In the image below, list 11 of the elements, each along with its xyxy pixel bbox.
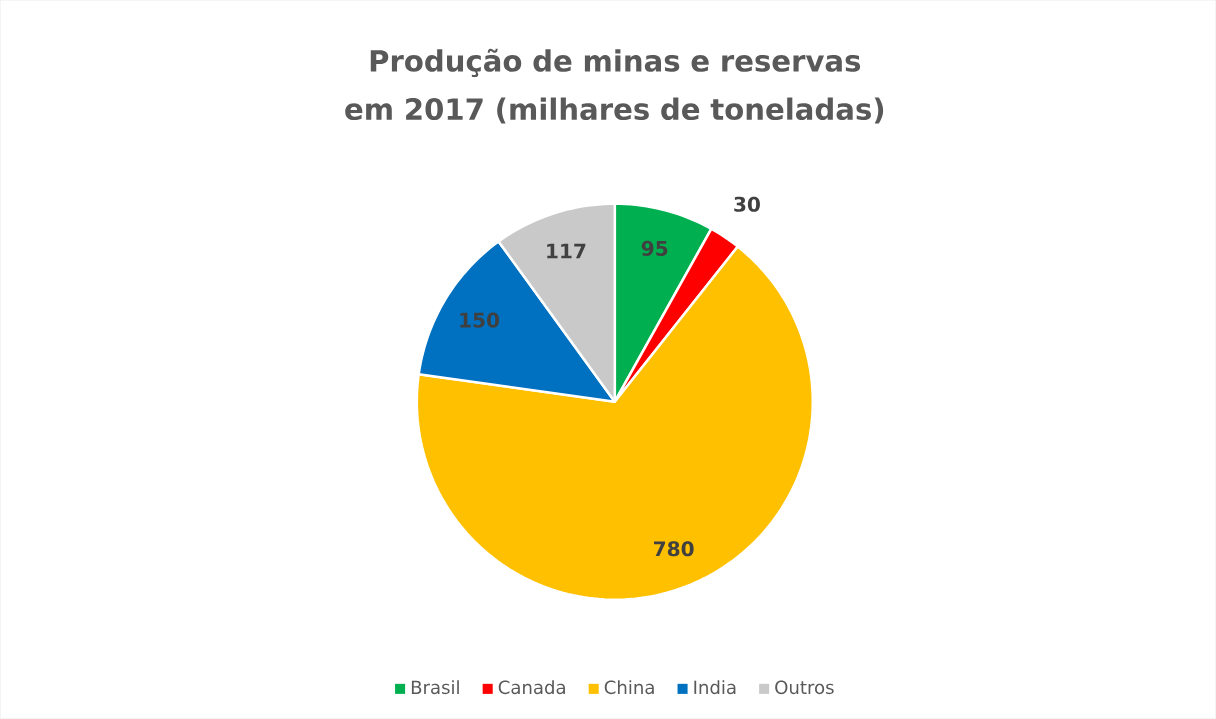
- data-label: 95: [641, 240, 668, 257]
- legend-label: Outros: [775, 680, 834, 695]
- chart-title: Produção de minas e reservas em 2017 (milhares de toneladas): [345, 48, 884, 124]
- legend-label: China: [604, 680, 654, 695]
- data-label: 30: [734, 196, 760, 212]
- legend-label: Canada: [498, 680, 565, 695]
- data-label: 150: [460, 312, 500, 328]
- data-label: 780: [654, 541, 694, 557]
- data-label: 117: [547, 243, 586, 259]
- legend-label: India: [694, 680, 736, 695]
- legend-label: Brasil: [411, 680, 459, 695]
